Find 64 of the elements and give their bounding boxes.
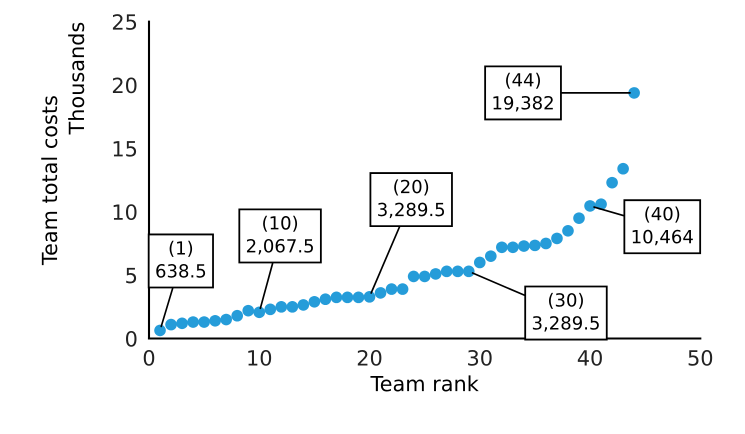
point bbox=[430, 268, 442, 280]
point bbox=[242, 304, 254, 316]
point bbox=[187, 316, 199, 328]
annotation: (40) 10,464 bbox=[632, 206, 693, 246]
point bbox=[496, 241, 508, 254]
point bbox=[330, 292, 342, 304]
point bbox=[374, 287, 386, 299]
point bbox=[264, 304, 276, 316]
point bbox=[176, 318, 188, 330]
point bbox=[308, 296, 320, 308]
point bbox=[320, 293, 332, 306]
annotation: (20) 3,289.5 bbox=[378, 179, 444, 218]
point bbox=[418, 270, 430, 282]
annotation: (1) 638.5 bbox=[156, 240, 206, 278]
x-tick-label: 10 bbox=[248, 350, 272, 366]
point bbox=[452, 266, 464, 278]
point bbox=[562, 224, 574, 237]
y-tick-label: 25 bbox=[112, 14, 136, 30]
point bbox=[286, 301, 298, 313]
point bbox=[396, 283, 408, 295]
point bbox=[408, 270, 420, 282]
point bbox=[606, 176, 618, 188]
point bbox=[352, 292, 364, 304]
point bbox=[628, 87, 640, 99]
y-axis-title: Team total costs bbox=[41, 96, 58, 266]
point bbox=[298, 299, 310, 311]
point bbox=[474, 256, 486, 268]
x-tick-label: 0 bbox=[144, 350, 154, 366]
point bbox=[540, 238, 552, 250]
y-tick-label: 20 bbox=[112, 78, 137, 94]
x-tick-label: 30 bbox=[468, 350, 492, 366]
point bbox=[584, 200, 596, 212]
point bbox=[220, 314, 232, 326]
point bbox=[573, 212, 585, 224]
point bbox=[386, 283, 398, 295]
point bbox=[617, 162, 629, 175]
point bbox=[440, 266, 453, 278]
point bbox=[551, 232, 563, 244]
point bbox=[165, 318, 177, 330]
annotation: (44) 19,382 bbox=[493, 72, 553, 112]
x-tick-label: 40 bbox=[578, 350, 602, 366]
point bbox=[364, 291, 376, 303]
point bbox=[518, 240, 530, 252]
point bbox=[276, 301, 288, 313]
annotation: (30) 3,289.5 bbox=[532, 292, 599, 332]
y-tick-label: 0 bbox=[126, 330, 137, 347]
point bbox=[529, 240, 541, 252]
x-axis-title: Team rank bbox=[370, 375, 479, 392]
point bbox=[484, 250, 497, 262]
point bbox=[209, 314, 221, 327]
x-tick-label: 50 bbox=[688, 350, 712, 366]
y-tick-label: 15 bbox=[114, 141, 136, 157]
point bbox=[342, 292, 354, 304]
text: Thousands bbox=[68, 22, 84, 135]
point bbox=[507, 241, 519, 254]
y-tick-label: 10 bbox=[114, 204, 137, 220]
point bbox=[462, 266, 475, 278]
x-tick-label: 20 bbox=[358, 350, 382, 366]
point bbox=[198, 316, 210, 328]
point bbox=[253, 306, 266, 318]
annotation: (10) 2,067.5 bbox=[246, 216, 313, 254]
point bbox=[154, 324, 166, 336]
point bbox=[231, 310, 244, 322]
y-tick-label: 5 bbox=[126, 268, 136, 284]
